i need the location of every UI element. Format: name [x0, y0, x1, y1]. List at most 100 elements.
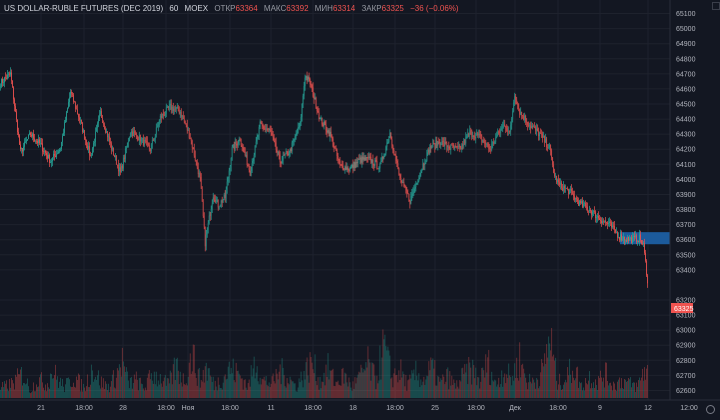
volume-bar	[488, 349, 490, 398]
volume-bar	[501, 370, 503, 398]
candle-body	[365, 157, 367, 161]
candle-body	[517, 104, 519, 105]
volume-bar	[64, 392, 65, 398]
volume-bar	[295, 391, 297, 398]
time-tick-label: 18:00	[304, 405, 322, 412]
symbol-title[interactable]: US DOLLAR-RUBLE FUTURES (DEC 2019)	[4, 4, 164, 13]
volume-bar	[460, 381, 462, 398]
volume-bar	[243, 380, 245, 398]
volume-bar	[277, 379, 279, 398]
volume-bar	[113, 387, 115, 398]
volume-bar	[462, 367, 464, 398]
volume-bar	[380, 379, 382, 398]
high-label: МАКС	[263, 4, 287, 13]
candle-body	[368, 156, 370, 159]
candle-body	[153, 138, 155, 141]
settings-circle-icon[interactable]	[706, 405, 715, 414]
volume-bar	[294, 383, 296, 398]
candle-body	[507, 130, 509, 132]
price-tick-label: 62700	[676, 373, 696, 380]
time-tick-label: 21	[37, 405, 45, 412]
candle-body	[637, 240, 638, 242]
symbol-legend[interactable]: US DOLLAR-RUBLE FUTURES (DEC 2019) 60 MO…	[4, 4, 463, 13]
candle-body	[33, 133, 34, 139]
candle-body	[137, 139, 139, 141]
volume-bar	[189, 353, 191, 398]
volume-bar	[276, 373, 278, 398]
volume-bar	[407, 380, 409, 398]
volume-bar	[573, 377, 575, 398]
volume-bar	[216, 390, 218, 398]
candle-body	[406, 190, 408, 194]
candle-body	[268, 128, 270, 130]
candle-body	[7, 74, 8, 79]
volume-bar	[471, 384, 473, 398]
volume-bar	[554, 360, 556, 398]
candle-body	[629, 238, 630, 241]
candle-body	[24, 141, 25, 147]
volume-bar	[447, 367, 449, 398]
volume-bar	[77, 373, 79, 398]
volume-bar	[514, 363, 516, 398]
candle-body	[606, 222, 607, 223]
volume-bar	[619, 377, 620, 398]
volume-bar	[318, 389, 320, 398]
candle-body	[322, 124, 324, 126]
time-axis[interactable]: 21 18:00 28 18:00 Ноя 18:00 11 18:00 18 18:00 25 18…	[37, 405, 698, 412]
candle-body	[121, 165, 123, 169]
volume-bar	[404, 386, 406, 398]
volume-bar	[57, 376, 58, 398]
candle-body	[294, 136, 296, 140]
volume-bar	[557, 389, 559, 398]
volume-bar	[68, 379, 70, 398]
volume-bar	[451, 375, 453, 398]
candle-body	[512, 110, 514, 119]
candle-body	[313, 96, 315, 99]
candle-body	[219, 205, 221, 207]
interval-label[interactable]: 60	[169, 4, 179, 13]
volume-bar	[645, 379, 646, 398]
candle-body	[522, 114, 524, 116]
candle-body	[242, 147, 244, 148]
volume-bar	[56, 379, 57, 398]
volume-bar	[370, 380, 372, 398]
candle-body	[271, 133, 273, 136]
candle-body	[490, 149, 492, 150]
candle-body	[223, 194, 225, 200]
candle-body	[234, 142, 236, 150]
candle-body	[523, 115, 525, 120]
candle-body	[301, 103, 303, 117]
candle-body	[355, 161, 357, 168]
candle-body	[479, 134, 481, 135]
volume-bar	[352, 381, 354, 398]
candle-body	[511, 118, 513, 125]
volume-bar	[33, 382, 34, 398]
candle-body	[429, 145, 431, 154]
volume-bar	[382, 329, 384, 398]
candle-body	[395, 155, 397, 161]
candle-body	[383, 155, 385, 159]
candle-body	[357, 159, 359, 164]
volume-bar	[255, 372, 257, 398]
volume-bar	[332, 368, 334, 398]
volume-bar	[577, 366, 579, 398]
volume-bar	[54, 375, 55, 398]
volume-bar	[16, 376, 17, 398]
candle-body	[197, 167, 199, 175]
candles[interactable]	[0, 67, 648, 288]
candle-body	[126, 142, 128, 148]
candle-body	[505, 126, 507, 128]
price-axis[interactable]: 65100 65000 64900 64800 64700 64600 64500 64400…	[676, 11, 696, 395]
candle-body	[404, 185, 406, 187]
time-tick-label: 18:00	[386, 405, 404, 412]
scale-settings-icon[interactable]	[712, 2, 720, 10]
volume-bar	[621, 378, 622, 398]
candle-body	[279, 154, 281, 163]
candle-body	[86, 140, 87, 146]
volume-bar	[327, 353, 329, 398]
candle-body	[196, 161, 198, 168]
candle-body	[280, 162, 282, 164]
volume-bar	[579, 381, 581, 398]
